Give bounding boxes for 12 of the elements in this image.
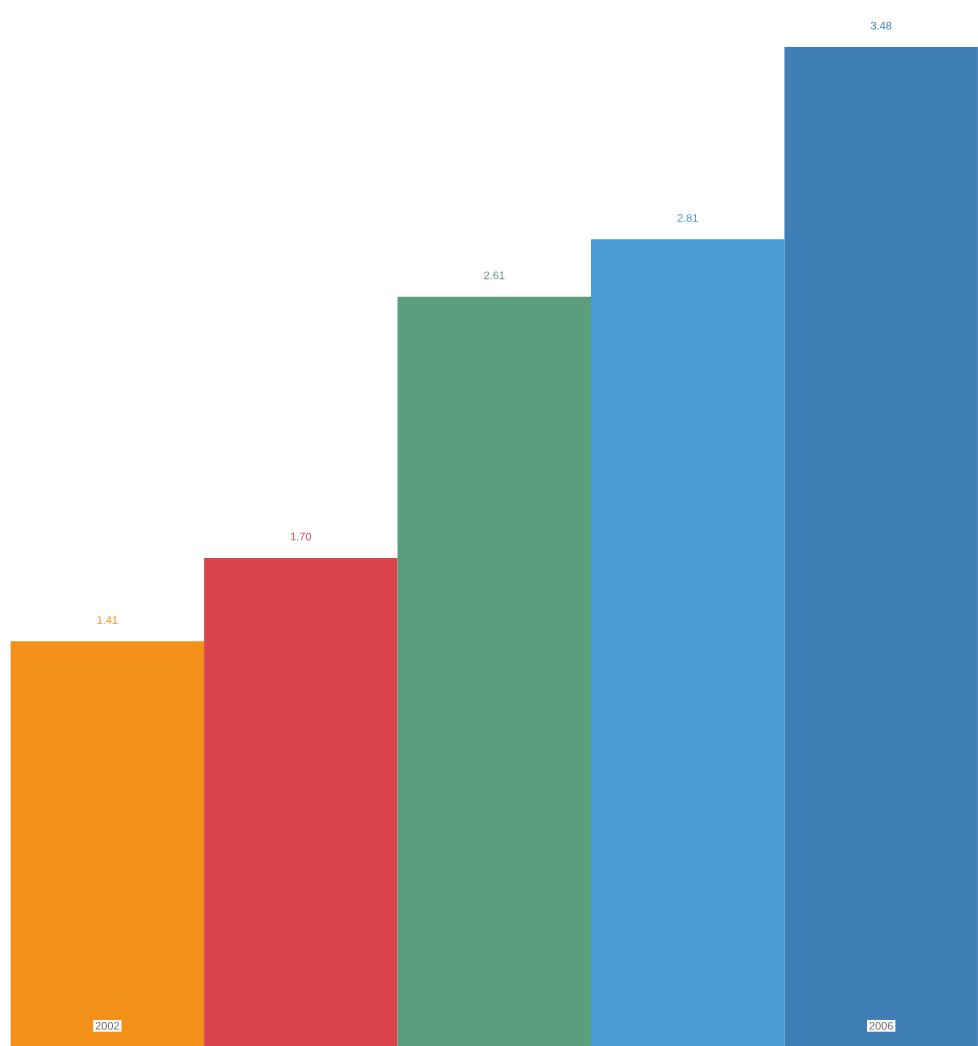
bar [784, 47, 978, 1046]
data-label: 1.70 [291, 532, 312, 541]
data-label: 2.61 [484, 271, 505, 280]
bar [397, 296, 592, 1046]
x-tick-label: 2002 [95, 1021, 120, 1030]
data-label: 2.81 [677, 214, 698, 222]
x-tick-label: 2006 [869, 1021, 893, 1030]
bar [10, 641, 205, 1046]
data-label: 3.48 [870, 21, 892, 30]
bar [591, 239, 785, 1046]
bar [204, 557, 398, 1046]
data-label: 1.41 [97, 616, 118, 624]
